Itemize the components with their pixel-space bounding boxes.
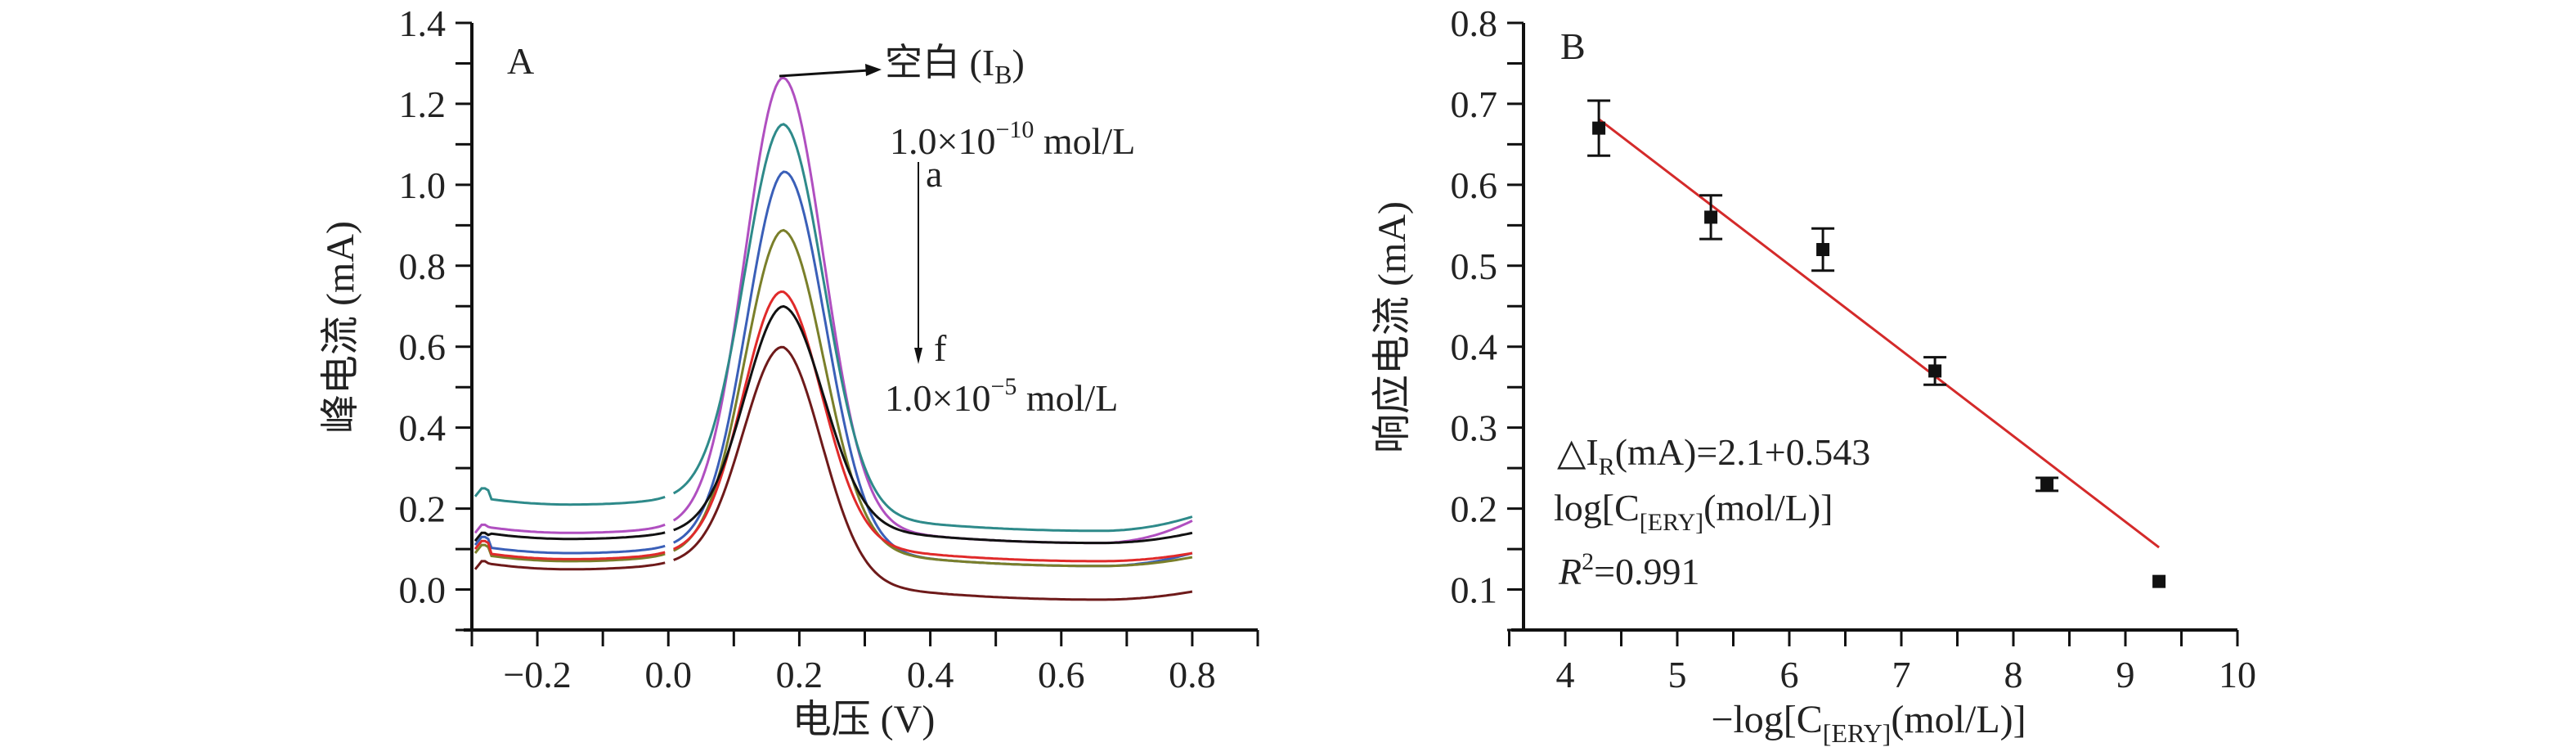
blank-arrowhead-icon xyxy=(865,64,882,76)
y-tick-label: 0.8 xyxy=(1451,2,1498,44)
y-tick-label: 0.6 xyxy=(1451,164,1498,206)
y-tick-label: 0.5 xyxy=(1451,245,1498,287)
series-line-a xyxy=(672,123,1193,533)
fit-equation-line2: log[C[ERY](mol/L)] xyxy=(1554,487,1833,536)
curve-label-a: a xyxy=(926,153,942,195)
x-tick-label: 7 xyxy=(1892,654,1911,695)
conc-bottom-label: 1.0×10−5 mol/L xyxy=(885,373,1118,419)
y-tick-label: 1.2 xyxy=(399,83,447,125)
series-line-a xyxy=(473,487,666,506)
y-axis-title-b: 响应电流 (mA) xyxy=(1371,201,1414,453)
y-tick-label: 0.2 xyxy=(399,488,447,530)
x-axis-title-b: −log[C[ERY](mol/L)] xyxy=(1711,698,2026,748)
series-line-d xyxy=(473,539,666,560)
panel-b: 0.1 0.2 0.3 0.4 0.5 0.6 0.7 0.8 4 5 6 7 8 9 10 B 响应电流 … xyxy=(1371,2,2256,748)
conc-top-label: 1.0×10−10 mol/L xyxy=(890,116,1135,162)
x-tick-label: 0.2 xyxy=(776,654,824,695)
x-tick-label: 5 xyxy=(1668,654,1687,695)
data-point xyxy=(1592,121,1606,135)
x-tick-label: 9 xyxy=(2116,654,2135,695)
x-tick-label: 10 xyxy=(2219,654,2256,695)
data-point xyxy=(1816,243,1830,257)
series-line-b xyxy=(473,535,666,555)
data-point xyxy=(1928,364,1942,378)
axes: 0.1 0.2 0.3 0.4 0.5 0.6 0.7 0.8 4 5 6 7 8 9 10 xyxy=(1451,2,2257,695)
curve-label-f: f xyxy=(934,327,947,369)
panel-label-a: A xyxy=(507,40,534,82)
panel-a: 0.0 0.2 0.4 0.6 0.8 1.0 1.2 1.4 −0.2 0.0 0.2 0.4 0.6… xyxy=(319,2,1259,741)
x-tick-label: 0.8 xyxy=(1169,654,1216,695)
y-axis-title-a: 峰电流 (mA) xyxy=(319,221,362,434)
curves xyxy=(473,76,1193,601)
series-line-d xyxy=(673,290,1193,563)
x-tick-label: 0.0 xyxy=(645,654,693,695)
blank-arrow xyxy=(779,69,869,78)
x-tick-label: −0.2 xyxy=(503,654,571,695)
y-tick-label: 0.1 xyxy=(1451,569,1498,611)
fit-line xyxy=(1598,118,2161,549)
axes: 0.0 0.2 0.4 0.6 0.8 1.0 1.2 1.4 −0.2 0.0 0.2 0.4 0.6… xyxy=(399,2,1259,695)
data-point xyxy=(1704,210,1718,224)
series-line-f xyxy=(673,345,1193,601)
series-line-blank xyxy=(473,523,666,534)
y-tick-label: 0.6 xyxy=(399,326,447,368)
y-tick-label: 0.7 xyxy=(1451,83,1498,125)
fit-equation-line1: △IR(mA)=2.1+0.543 xyxy=(1557,431,1870,480)
y-tick-label: 0.2 xyxy=(1451,488,1498,530)
data-point xyxy=(2152,574,2166,588)
series-line-e xyxy=(673,304,1193,545)
x-tick-label: 4 xyxy=(1556,654,1575,695)
x-tick-label: 8 xyxy=(2004,654,2023,695)
y-tick-label: 0.3 xyxy=(1451,407,1498,449)
y-tick-label: 0.0 xyxy=(399,569,447,611)
series-line-c xyxy=(672,228,1193,568)
y-tick-label: 1.0 xyxy=(399,164,447,206)
x-tick-label: 6 xyxy=(1780,654,1799,695)
data-point xyxy=(2040,477,2054,491)
y-tick-label: 0.8 xyxy=(399,245,447,287)
series-line-f xyxy=(473,560,666,571)
y-tick-label: 1.4 xyxy=(399,2,447,44)
series-line-c xyxy=(473,543,666,563)
y-tick-label: 0.4 xyxy=(1451,326,1498,368)
down-arrow-icon xyxy=(914,348,922,364)
series-line-e xyxy=(473,531,666,542)
x-axis-title-a: 电压 (V) xyxy=(792,698,936,741)
panel-label-b: B xyxy=(1560,25,1586,67)
r-squared: R2=0.991 xyxy=(1558,548,1700,592)
y-tick-label: 0.4 xyxy=(399,407,447,449)
x-tick-label: 0.6 xyxy=(1038,654,1085,695)
blank-label: 空白 (IB) xyxy=(885,42,1025,89)
x-tick-label: 0.4 xyxy=(907,654,954,695)
marks xyxy=(1587,99,2166,588)
